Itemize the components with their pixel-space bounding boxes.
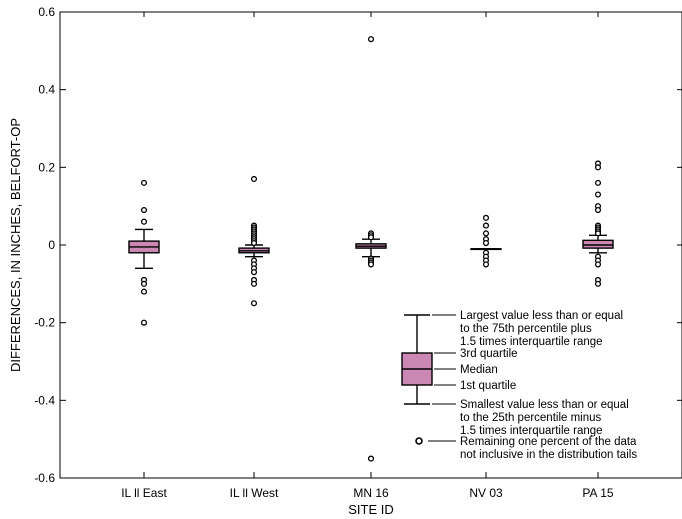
y-tick-label: -0.2: [34, 316, 55, 330]
outlier-point: [594, 164, 602, 171]
legend-q3-text: 3rd quartile: [460, 348, 518, 360]
box-group: [470, 214, 502, 268]
box-group: [238, 175, 270, 307]
box-series: [128, 36, 614, 462]
legend-whisker-high-text: Largest value less than or equal to the …: [460, 310, 626, 348]
x-tick-label: PA 15: [582, 486, 613, 500]
outlier-point: [250, 269, 258, 276]
box-group: [128, 179, 160, 326]
y-tick-label: 0.6: [38, 5, 55, 19]
outlier-point: [367, 455, 375, 462]
outlier-point: [594, 230, 602, 237]
x-axis-label: SITE ID: [348, 502, 394, 517]
outlier-point: [482, 261, 490, 268]
y-tick-label: 0.4: [38, 83, 55, 97]
y-axis-label: DIFFERENCES, IN INCHES, BELFORT-OP: [8, 118, 23, 372]
outlier-point: [140, 218, 148, 225]
x-axis: IL ll East IL ll West MN 16 NV 03 PA 15: [121, 12, 614, 500]
outlier-point: [140, 280, 148, 287]
outlier-point: [250, 280, 258, 287]
outlier-point: [594, 261, 602, 268]
outlier-point: [594, 207, 602, 214]
legend-outlier-marker: [415, 437, 423, 445]
y-tick-label: 0: [48, 238, 55, 252]
outlier-point: [367, 36, 375, 43]
legend-whisker-low-text: Smallest value less than or equal to the…: [460, 399, 632, 437]
outlier-point: [140, 179, 148, 186]
legend-median-text: Median: [460, 364, 498, 376]
y-axis: -0.6 -0.4 -0.2 0 0.2 0.4 0.6: [34, 5, 682, 485]
legend: Largest value less than or equal to the …: [401, 310, 640, 461]
outlier-point: [482, 230, 490, 237]
outlier-point: [140, 288, 148, 295]
outlier-point: [140, 319, 148, 326]
outlier-point: [250, 300, 258, 307]
box-iqr: [582, 239, 614, 249]
box-group: [582, 160, 614, 287]
x-tick-label: NV 03: [469, 486, 503, 500]
outlier-point: [367, 234, 375, 241]
outlier-point: [594, 179, 602, 186]
box-group: [355, 36, 387, 462]
y-tick-label: -0.4: [34, 393, 55, 407]
outlier-point: [482, 240, 490, 247]
outlier-point: [250, 240, 258, 247]
y-tick-label: -0.6: [34, 471, 55, 485]
y-tick-label: 0.2: [38, 160, 55, 174]
legend-q1-text: 1st quartile: [460, 380, 516, 392]
outlier-point: [482, 222, 490, 229]
x-tick-label: IL ll West: [230, 486, 279, 500]
outlier-point: [594, 191, 602, 198]
outlier-point: [367, 261, 375, 268]
outlier-point: [482, 214, 490, 221]
x-tick-label: MN 16: [353, 486, 389, 500]
x-tick-label: IL ll East: [121, 486, 167, 500]
legend-outlier-text: Remaining one percent of the data not in…: [460, 436, 640, 461]
outlier-point: [140, 207, 148, 214]
outlier-point: [594, 280, 602, 287]
outlier-point: [250, 175, 258, 183]
